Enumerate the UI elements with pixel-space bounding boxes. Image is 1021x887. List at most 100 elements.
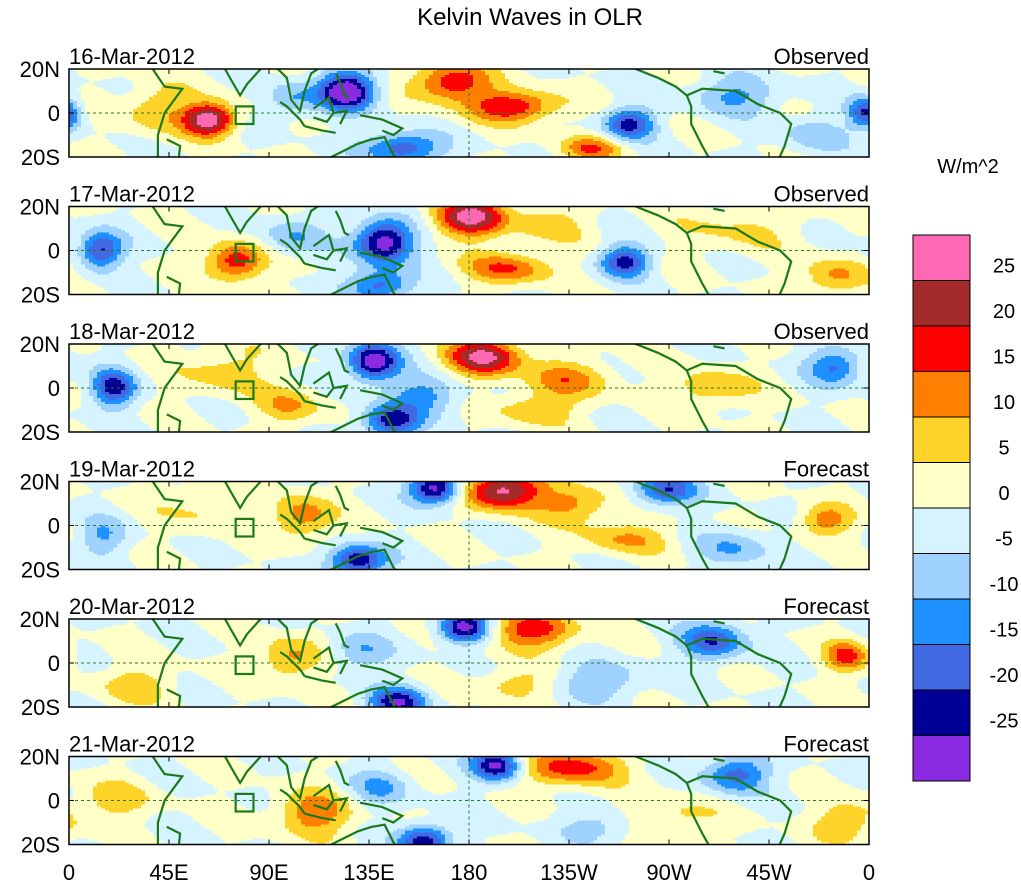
olr-cell: [673, 69, 678, 72]
olr-cell: [517, 111, 522, 114]
olr-cell: [681, 79, 686, 82]
olr-cell: [557, 69, 562, 72]
olr-cell: [405, 85, 410, 88]
olr-cell: [301, 89, 306, 92]
olr-cell: [737, 97, 742, 100]
olr-cell: [137, 97, 142, 100]
olr-cell: [361, 79, 366, 82]
olr-cell: [733, 115, 738, 118]
olr-cell: [333, 97, 338, 100]
olr-cell: [733, 73, 738, 76]
olr-cell: [601, 77, 606, 80]
olr-cell: [229, 117, 234, 120]
olr-cell: [365, 103, 370, 106]
olr-cell: [397, 107, 402, 110]
olr-cell: [89, 71, 94, 74]
olr-cell: [161, 89, 166, 92]
olr-cell: [553, 99, 558, 102]
olr-cell: [225, 85, 230, 88]
olr-cell: [669, 111, 674, 114]
olr-cell: [85, 117, 90, 120]
olr-cell: [145, 73, 150, 76]
olr-cell: [497, 107, 502, 110]
olr-cell: [501, 89, 506, 92]
olr-cell: [149, 115, 154, 118]
olr-cell: [185, 117, 190, 120]
olr-cell: [597, 89, 602, 92]
olr-cell: [277, 91, 282, 94]
olr-cell: [777, 109, 782, 112]
olr-cell: [589, 73, 594, 76]
olr-cell: [181, 83, 186, 86]
olr-cell: [853, 71, 858, 74]
olr-cell: [245, 75, 250, 78]
olr-cell: [565, 95, 570, 98]
olr-cell: [857, 97, 862, 100]
olr-cell: [649, 87, 654, 90]
olr-cell: [485, 83, 490, 86]
olr-cell: [625, 91, 630, 94]
olr-cell: [93, 109, 98, 112]
olr-cell: [217, 103, 222, 106]
olr-cell: [617, 89, 622, 92]
olr-cell: [157, 81, 162, 84]
olr-cell: [741, 89, 746, 92]
olr-cell: [837, 105, 842, 108]
olr-cell: [677, 97, 682, 100]
olr-cell: [381, 71, 386, 74]
olr-cell: [805, 105, 810, 108]
olr-cell: [501, 115, 506, 118]
olr-cell: [141, 81, 146, 84]
olr-cell: [277, 107, 282, 110]
olr-cell: [721, 75, 726, 78]
olr-cell: [73, 99, 78, 102]
olr-cell: [101, 79, 106, 82]
olr-cell: [809, 87, 814, 90]
olr-cell: [697, 73, 702, 76]
olr-cell: [589, 101, 594, 104]
olr-cell: [809, 75, 814, 78]
olr-cell: [605, 91, 610, 94]
olr-cell: [861, 93, 866, 96]
olr-cell: [333, 89, 338, 92]
olr-cell: [265, 77, 270, 80]
olr-cell: [537, 83, 542, 86]
olr-cell: [749, 89, 754, 92]
olr-cell: [761, 79, 766, 82]
olr-cell: [325, 91, 330, 94]
olr-cell: [493, 113, 498, 116]
olr-cell: [605, 101, 610, 104]
olr-cell: [453, 91, 458, 94]
olr-cell: [117, 79, 122, 82]
olr-cell: [449, 111, 454, 114]
olr-cell: [677, 91, 682, 94]
olr-cell: [505, 93, 510, 96]
olr-cell: [497, 115, 502, 118]
olr-cell: [529, 69, 534, 72]
olr-cell: [573, 81, 578, 84]
olr-cell: [853, 105, 858, 108]
olr-cell: [333, 93, 338, 96]
olr-cell: [573, 115, 578, 118]
olr-cell: [509, 77, 514, 80]
olr-cell: [841, 111, 846, 114]
olr-cell: [249, 91, 254, 94]
olr-cell: [417, 99, 422, 102]
olr-cell: [241, 91, 246, 94]
olr-cell: [713, 105, 718, 108]
olr-cell: [345, 89, 350, 92]
olr-cell: [373, 75, 378, 78]
olr-cell: [589, 95, 594, 98]
olr-cell: [181, 105, 186, 108]
olr-cell: [561, 69, 566, 72]
olr-cell: [609, 115, 614, 118]
olr-cell: [373, 89, 378, 92]
olr-cell: [661, 95, 666, 98]
olr-cell: [217, 95, 222, 98]
olr-cell: [425, 101, 430, 104]
olr-cell: [829, 75, 834, 78]
olr-cell: [773, 103, 778, 106]
olr-cell: [253, 87, 258, 90]
olr-cell: [629, 79, 634, 82]
olr-cell: [813, 107, 818, 110]
